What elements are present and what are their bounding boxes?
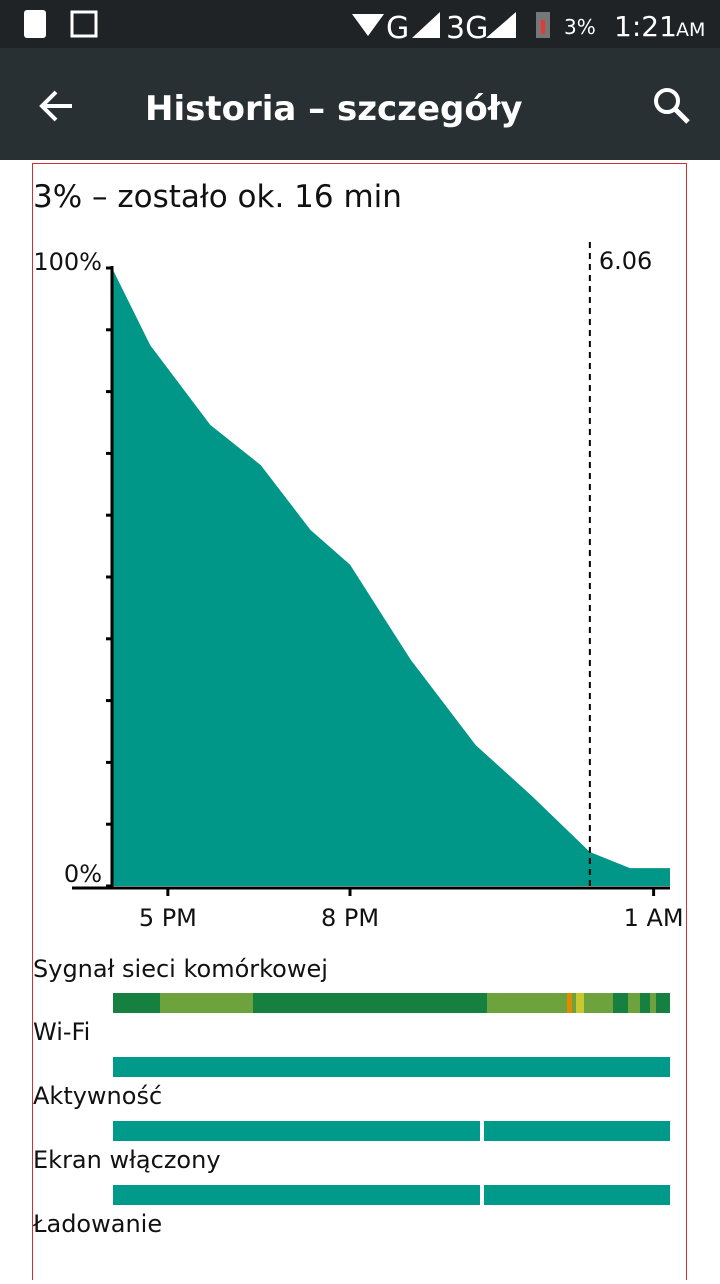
battery-level [541,20,545,34]
clock: 1:21 [614,10,677,43]
signal-segment [487,993,613,1013]
wifi-icon [352,14,384,36]
activity-track [484,1121,670,1141]
activity-track [113,1121,480,1141]
search-button[interactable] [654,88,690,124]
x-tick-label: 8 PM [321,904,379,932]
wifi-track [113,1057,670,1077]
debug-border [32,163,687,1284]
tracks: Sygnał sieci komórkowej Wi-Fi Aktywność … [32,955,670,1238]
signal-segment [567,993,572,1013]
y-tick-label: 100% [33,248,102,276]
clock-ampm: AM [676,19,705,41]
app-bar [0,48,720,160]
annotation-label: 6.06 [599,247,652,275]
y-tick-label: 0% [64,860,102,888]
battery-percent: 3% [564,15,596,39]
screen-track [113,1185,480,1205]
battery-area [112,268,670,886]
track-label: Sygnał sieci komórkowej [33,955,328,983]
track-label: Wi-Fi [33,1018,90,1046]
notification-icon [24,10,46,38]
app-title: Historia – szczegóły [145,89,523,129]
back-button[interactable] [39,90,72,122]
network-type: G [386,11,409,46]
signal-icon [486,12,516,38]
track-label: Ładowanie [32,1210,162,1238]
image-icon [70,10,98,38]
summary: 3% – zostało ok. 16 min [33,179,402,215]
track-label: Ekran włączony [33,1146,221,1174]
signal-segment [576,993,584,1013]
x-tick-label: 5 PM [139,904,197,932]
battery-chart: 0% 100% 5 PM 8 PM 1 AM 6.06 [33,242,684,932]
signal-segment [160,993,253,1013]
signal-segment [650,993,656,1013]
signal-icon [412,12,440,38]
track-label: Aktywność [33,1082,162,1110]
x-tick-label: 1 AM [624,904,684,932]
screen-track [484,1185,670,1205]
signal-segment [628,993,640,1013]
network-type: 3G [446,11,488,46]
